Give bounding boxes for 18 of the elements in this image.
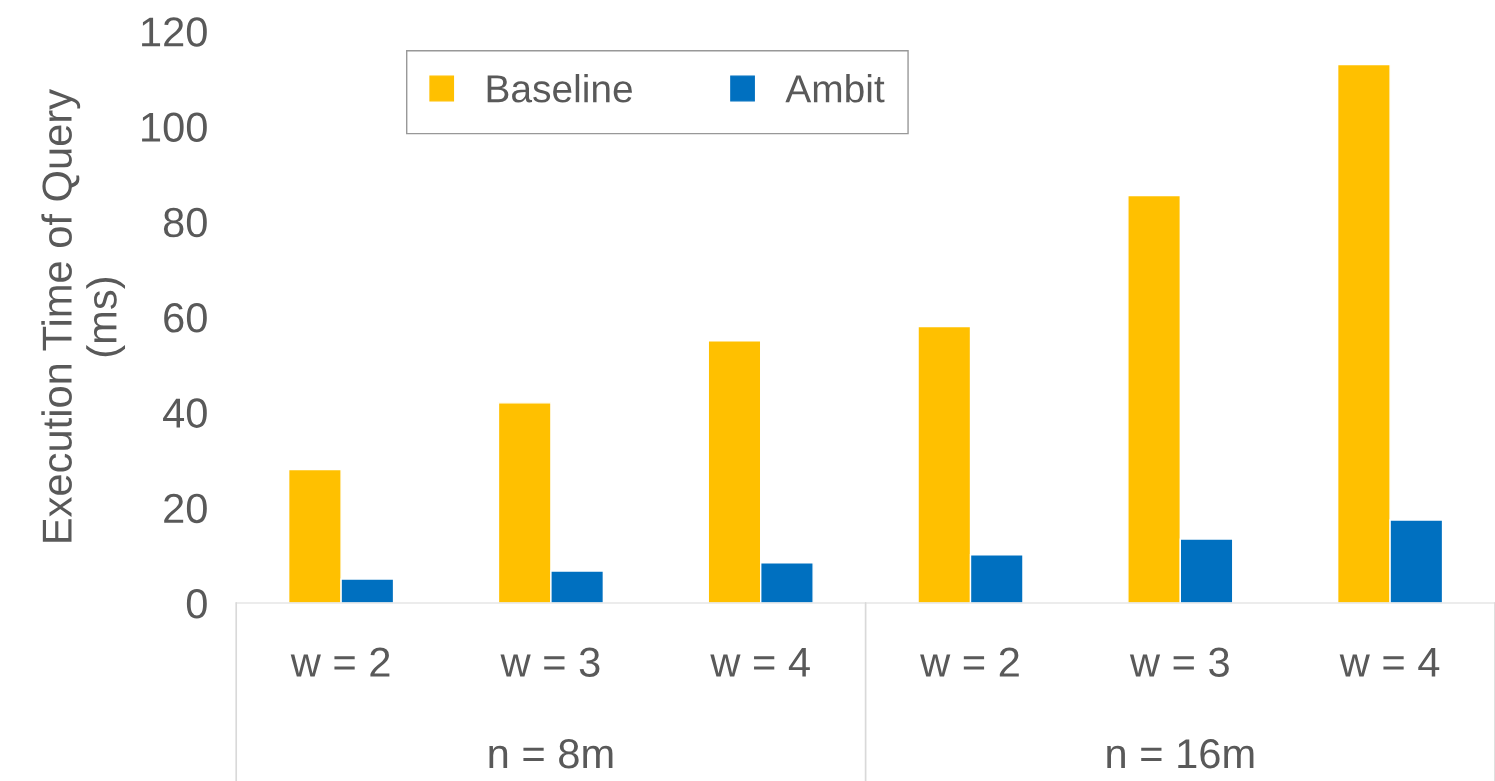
x-tick-label: w = 2 — [290, 647, 390, 677]
y-tick-label: 0 — [186, 588, 207, 619]
y-tick-label: 120 — [142, 17, 207, 47]
legend-label: Baseline — [487, 74, 632, 103]
y-tick-label: 60 — [164, 303, 207, 333]
legend-label: Ambit — [785, 74, 885, 103]
y-tick-label: 80 — [163, 207, 207, 238]
y-tick-label: 100 — [142, 112, 207, 143]
x-tick-label: w = 4 — [710, 647, 810, 677]
text: n = 16m — [1107, 738, 1254, 769]
x-tick-label: w = 3 — [500, 647, 600, 677]
text: n = 8m — [489, 738, 613, 769]
y-tick-label: 40 — [163, 398, 207, 428]
x-tick-label: w = 4 — [1339, 647, 1440, 677]
x-tick-label: w = 3 — [1129, 647, 1229, 677]
y-axis-title: Execution Time of Query (ms) — [41, 89, 126, 542]
x-tick-label: w = 2 — [920, 647, 1019, 677]
y-tick-label: 20 — [164, 493, 207, 524]
